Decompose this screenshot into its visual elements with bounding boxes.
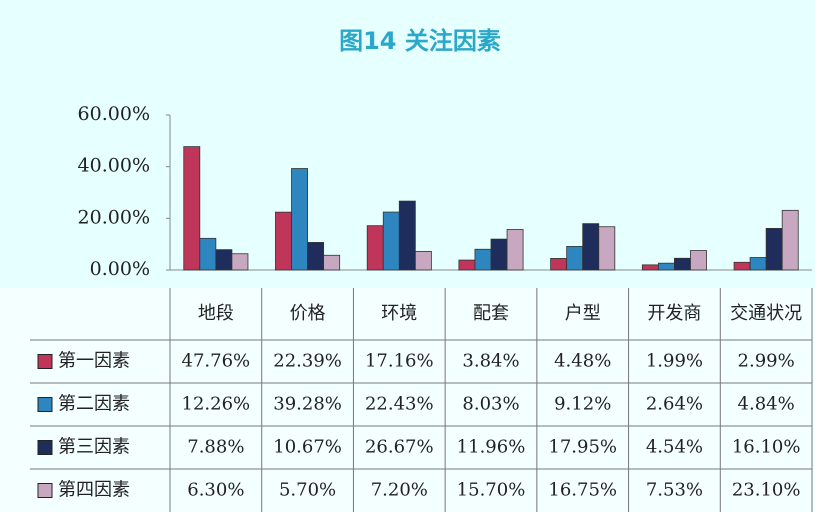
table-value: 16.75% [548, 480, 617, 501]
bar [781, 209, 799, 271]
table-value: 4.84% [738, 394, 795, 415]
bar [674, 257, 691, 271]
legend-label: 第三因素 [58, 437, 130, 458]
bar [231, 253, 249, 271]
table-value: 3.84% [462, 351, 519, 372]
table-value: 26.67% [365, 437, 434, 458]
legend-label: 第四因素 [58, 480, 130, 501]
bar [458, 259, 476, 271]
table-value: 7.88% [187, 437, 244, 458]
legend-swatch [37, 483, 53, 498]
table-value: 22.39% [273, 351, 342, 372]
table-value: 6.30% [187, 480, 244, 501]
table-value: 12.26% [182, 394, 251, 415]
table-value: 7.53% [646, 480, 703, 501]
bar [275, 211, 292, 271]
chart-title: 图14 关注因素 [339, 27, 501, 55]
table-value: 17.95% [548, 437, 617, 458]
bar [307, 242, 325, 271]
bar [199, 237, 217, 271]
bar [414, 250, 432, 271]
table-value: 4.54% [646, 437, 703, 458]
table-value: 39.28% [273, 394, 342, 415]
legend-label: 第一因素 [58, 351, 130, 372]
bar [366, 225, 384, 271]
bar [474, 248, 492, 271]
x-tick-label: 价格 [290, 303, 326, 324]
table-value: 17.16% [365, 351, 434, 372]
table-value: 7.20% [371, 480, 428, 501]
bar [690, 250, 707, 271]
legend-swatch [37, 397, 53, 412]
table-value: 22.43% [365, 394, 434, 415]
table-value: 2.99% [738, 351, 795, 372]
x-tick-label: 配套 [473, 303, 509, 324]
table-bg [0, 288, 815, 512]
bar [582, 223, 600, 271]
table-value: 2.64% [646, 394, 703, 415]
table-value: 47.76% [182, 351, 251, 372]
table-value: 23.10% [732, 480, 801, 501]
table-value: 5.70% [279, 480, 336, 501]
table-value: 1.99% [646, 351, 703, 372]
table-value: 9.12% [554, 394, 611, 415]
x-tick-label: 交通状况 [730, 303, 802, 324]
bar [506, 229, 524, 271]
bar [598, 226, 616, 271]
bar [215, 249, 233, 271]
y-tick-label: 20.00% [78, 206, 150, 228]
legend-label: 第二因素 [58, 394, 130, 415]
x-tick-label: 开发商 [647, 303, 701, 324]
bar [398, 200, 416, 271]
legend-swatch [37, 440, 53, 455]
y-tick-label: 40.00% [78, 155, 150, 177]
table-value: 15.70% [457, 480, 526, 501]
bar [765, 228, 783, 271]
table-value: 8.03% [462, 394, 519, 415]
table-value: 4.48% [554, 351, 611, 372]
bar [550, 258, 568, 271]
x-tick-label: 户型 [565, 303, 601, 324]
table-value: 10.67% [273, 437, 342, 458]
y-tick-label: 60.00% [78, 103, 150, 125]
legend-swatch [37, 354, 53, 369]
bar [382, 211, 400, 271]
bar [566, 246, 584, 271]
bar [641, 264, 659, 271]
bar [657, 262, 675, 271]
bar [291, 168, 308, 271]
table-value: 11.96% [457, 437, 526, 458]
x-tick-label: 环境 [381, 303, 417, 324]
bar [323, 254, 341, 271]
x-tick-label: 地段 [198, 303, 234, 324]
bar [490, 238, 508, 271]
bar [749, 257, 767, 271]
bar [733, 261, 751, 271]
bar [183, 146, 201, 271]
y-tick-label: 0.00% [90, 258, 150, 280]
table-value: 16.10% [732, 437, 801, 458]
